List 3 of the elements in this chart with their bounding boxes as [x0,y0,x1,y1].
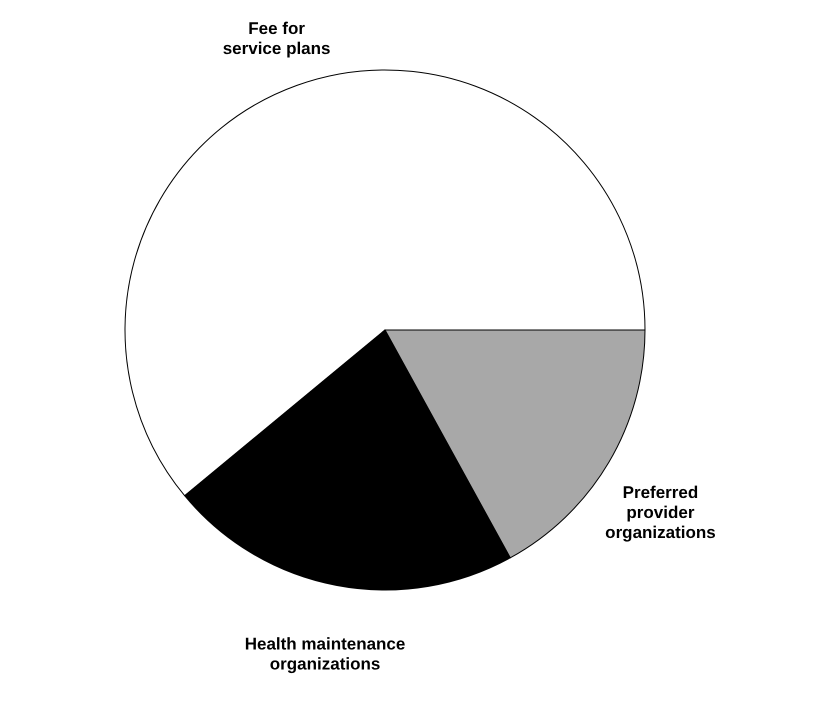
slice-label: Health maintenance organizations [244,634,406,674]
slice-label: Fee for service plans [222,18,330,58]
slice-label: Preferred provider organizations [605,482,716,542]
